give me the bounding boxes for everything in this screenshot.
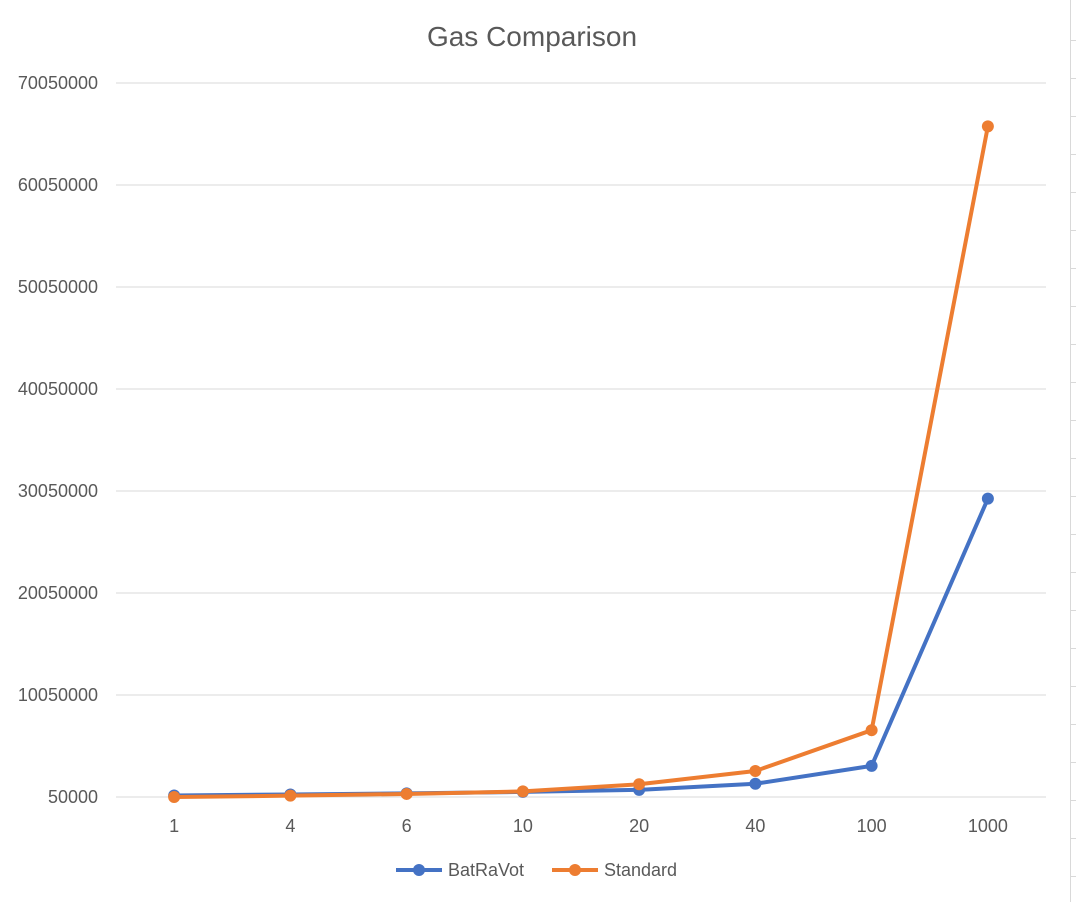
x-tick-label-4: 20 — [629, 816, 649, 836]
sheet-edge-tick — [1071, 382, 1076, 383]
legend-item-batravot: BatRaVot — [396, 860, 524, 880]
sheet-edge-tick — [1071, 154, 1076, 155]
y-tick-label-1: 10050000 — [18, 685, 98, 705]
sheet-edge-tick — [1071, 116, 1076, 117]
y-tick-label-0: 50000 — [48, 787, 98, 807]
data-point-standard-0 — [168, 791, 181, 803]
series-line-standard — [172, 124, 990, 799]
data-point-standard-7 — [981, 120, 994, 133]
data-point-standard-5 — [749, 764, 762, 777]
y-tick-label-2: 20050000 — [18, 583, 98, 603]
legend-marker-batravot — [413, 864, 425, 876]
y-tick-label-5: 50050000 — [18, 277, 98, 297]
sheet-edge-tick — [1071, 876, 1076, 877]
legend-label-batravot: BatRaVot — [448, 860, 524, 880]
gridlines — [116, 82, 1046, 798]
x-tick-label-5: 40 — [745, 816, 765, 836]
sheet-edge-tick — [1071, 648, 1076, 649]
x-axis-ticks: 1 4 6 10 20 40 100 1000 — [169, 816, 1008, 836]
x-tick-label-7: 1000 — [968, 816, 1008, 836]
sheet-edge-tick — [1071, 610, 1076, 611]
sheet-edge-tick — [1071, 78, 1076, 79]
x-tick-label-0: 1 — [169, 816, 179, 836]
y-tick-label-6: 60050000 — [18, 175, 98, 195]
x-tick-label-2: 6 — [402, 816, 412, 836]
data-point-standard-6 — [865, 724, 878, 737]
x-tick-label-6: 100 — [857, 816, 887, 836]
chart-title: Gas Comparison — [427, 21, 637, 52]
sheet-edge-tick — [1071, 268, 1076, 269]
sheet-edge-tick — [1071, 496, 1076, 497]
series-batravot — [168, 492, 994, 802]
y-tick-label-7: 70050000 — [18, 73, 98, 93]
x-tick-label-3: 10 — [513, 816, 533, 836]
x-tick-label-1: 4 — [285, 816, 295, 836]
legend-marker-standard — [569, 864, 581, 876]
data-point-standard-2 — [400, 787, 413, 800]
data-point-standard-4 — [633, 778, 646, 791]
data-point-standard-1 — [284, 789, 297, 802]
legend-label-standard: Standard — [604, 860, 677, 880]
data-point-standard-3 — [516, 785, 529, 798]
legend-item-standard: Standard — [552, 860, 677, 880]
y-tick-label-4: 40050000 — [18, 379, 98, 399]
sheet-edge-tick — [1071, 40, 1076, 41]
series-lines — [168, 120, 994, 803]
sheet-edge-tick — [1071, 534, 1076, 535]
sheet-edge-tick — [1071, 800, 1076, 801]
sheet-edge-tick — [1071, 762, 1076, 763]
sheet-edge-tick — [1071, 420, 1076, 421]
sheet-edge-divider — [1070, 0, 1071, 902]
data-point-batravot-6 — [865, 759, 878, 772]
data-point-batravot-7 — [981, 492, 994, 505]
sheet-edge-tick — [1071, 572, 1076, 573]
series-standard — [168, 120, 994, 803]
y-tick-label-3: 30050000 — [18, 481, 98, 501]
sheet-edge-tick — [1071, 230, 1076, 231]
sheet-edge-tick — [1071, 724, 1076, 725]
sheet-edge-tick — [1071, 344, 1076, 345]
sheet-edge-tick — [1071, 458, 1076, 459]
legend: BatRaVot Standard — [396, 860, 677, 880]
sheet-edge-tick — [1071, 838, 1076, 839]
data-point-batravot-5 — [749, 777, 762, 790]
sheet-edge-tick — [1071, 306, 1076, 307]
y-axis-ticks: 50000 10050000 20050000 30050000 40050000 500… — [18, 73, 98, 807]
sheet-edge-tick — [1071, 686, 1076, 687]
series-line-batravot — [172, 496, 990, 798]
sheet-edge-tick — [1071, 192, 1076, 193]
